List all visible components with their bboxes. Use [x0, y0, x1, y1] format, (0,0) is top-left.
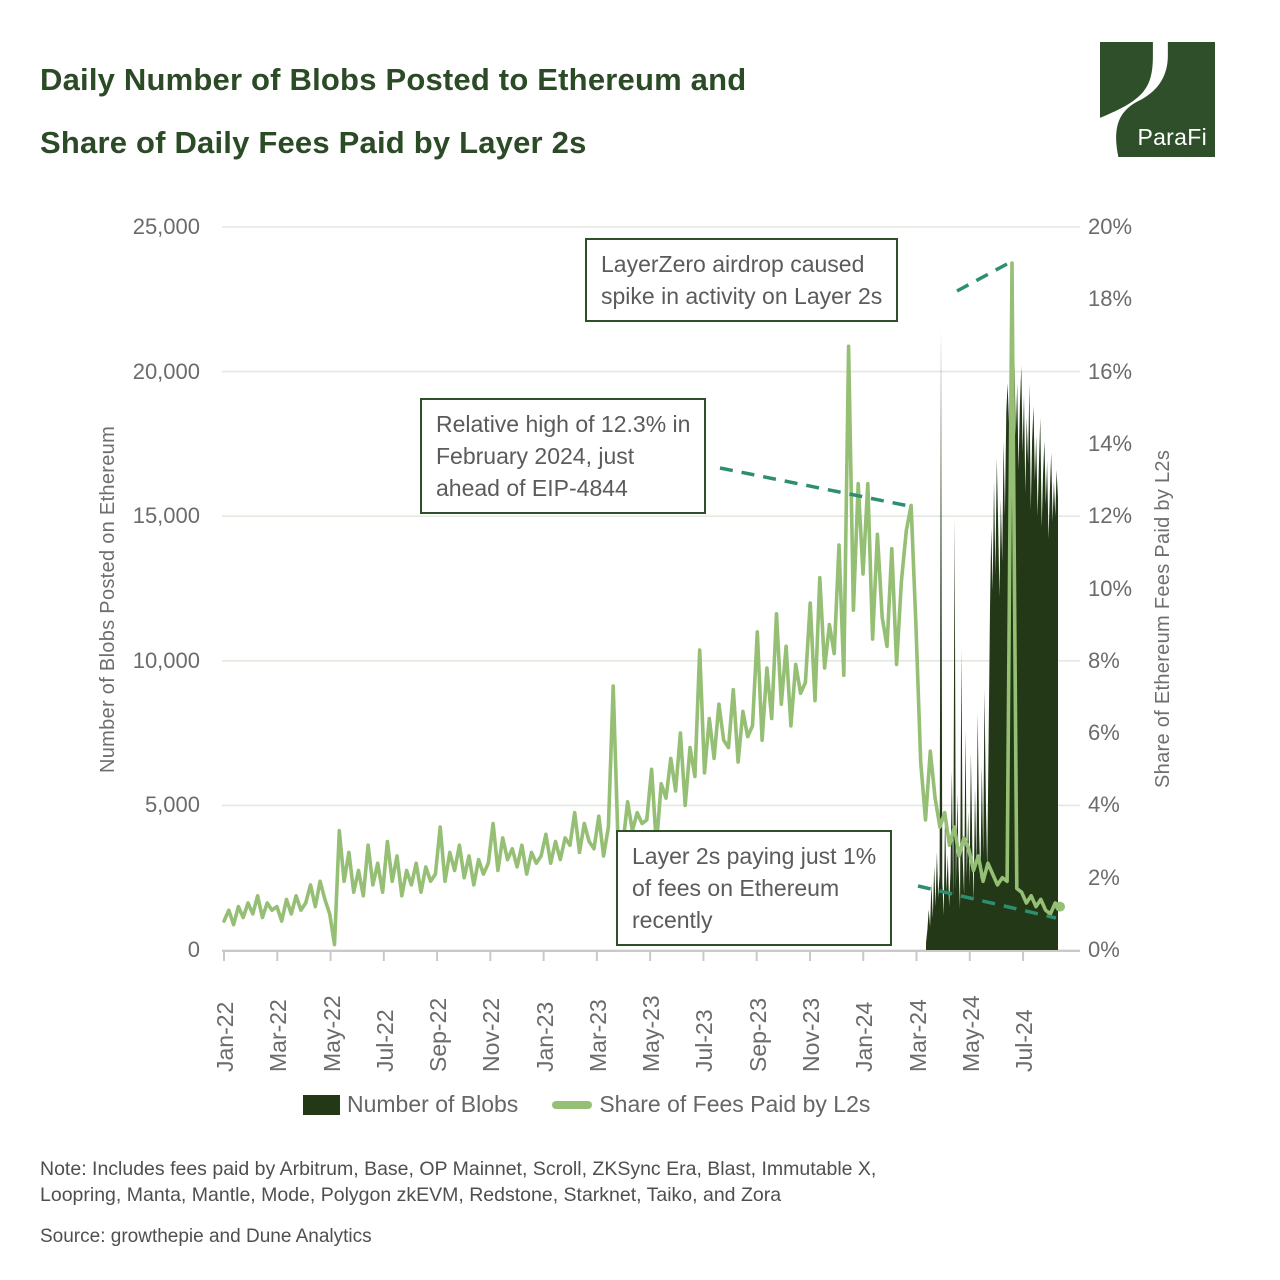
right-axis-tick-label: 4% [1088, 792, 1120, 818]
footnote-line2: Loopring, Manta, Mantle, Mode, Polygon z… [40, 1184, 782, 1206]
page-title-line1: Daily Number of Blobs Posted to Ethereum… [40, 62, 747, 97]
x-axis-tick-label: May-24 [957, 995, 984, 1072]
x-axis-tick-label: Jul-24 [1011, 1009, 1038, 1072]
parafi-logo: ParaFi [1100, 42, 1215, 157]
left-axis-tick-label: 25,000 [132, 214, 200, 239]
parafi-logo-icon [1100, 42, 1215, 157]
x-axis-tick-label: Mar-24 [904, 999, 931, 1072]
legend-label: Share of Fees Paid by L2s [599, 1091, 871, 1117]
right-axis-tick-label: 0% [1088, 937, 1120, 962]
right-axis-tick-label: 12% [1088, 503, 1133, 529]
annotation-relative-high: Relative high of 12.3% in February 2024, … [420, 398, 707, 514]
right-axis-tick-label: 6% [1088, 720, 1120, 746]
annotation-text-line: of fees on Ethereum [632, 875, 840, 901]
annotation-text-line: recently [632, 907, 713, 933]
annotation-text-line: spike in activity on Layer 2s [601, 283, 883, 309]
x-axis-tick-label: Jan-24 [851, 1001, 878, 1072]
x-axis-tick-label: Jul-23 [691, 1009, 718, 1072]
annotation-connector [719, 466, 910, 508]
left-axis-title: Number of Blobs Posted on Ethereum [97, 425, 119, 773]
x-axis-tick-label: Mar-23 [584, 999, 611, 1072]
x-axis-tick-label: Jul-22 [371, 1009, 398, 1072]
footnote: Note: Includes fees paid by Arbitrum, Ba… [40, 1156, 876, 1208]
page-title-line2: Share of Daily Fees Paid by Layer 2s [40, 125, 587, 160]
annotation-text-line: February 2024, just [436, 443, 635, 469]
annotation-connector [917, 884, 1057, 920]
right-axis-tick-label: 8% [1088, 647, 1120, 673]
right-axis-title: Share of Ethereum Fees Paid by L2s [1152, 449, 1174, 788]
footnote-line1: Note: Includes fees paid by Arbitrum, Ba… [40, 1158, 877, 1180]
left-axis-tick-label: 5,000 [144, 792, 200, 818]
x-axis-tick-label: Sep-22 [425, 997, 452, 1072]
series-number-of-blobs [926, 328, 1058, 950]
x-axis-tick-label: Sep-23 [744, 997, 771, 1072]
legend-label: Number of Blobs [347, 1091, 519, 1117]
annotation-text-line: Layer 2s paying just 1% [632, 843, 877, 869]
left-axis-tick-label: 20,000 [132, 358, 200, 384]
right-axis-tick-label: 14% [1088, 430, 1133, 456]
left-axis-tick-label: 10,000 [132, 647, 200, 673]
right-axis-tick-label: 16% [1088, 358, 1133, 384]
right-axis-tick-label: 10% [1088, 575, 1133, 601]
left-axis-tick-label: 0 [187, 937, 200, 962]
series-fees-endpoint [1055, 901, 1065, 912]
x-axis-tick-label: Jan-23 [531, 1001, 558, 1072]
x-axis-tick-label: May-22 [318, 995, 345, 1072]
x-axis-tick-label: Nov-22 [478, 997, 505, 1072]
page-title: Daily Number of Blobs Posted to Ethereum… [40, 48, 746, 174]
x-axis-tick-label: Mar-22 [265, 999, 292, 1072]
annotation-one-percent: Layer 2s paying just 1% of fees on Ethere… [616, 830, 893, 946]
chart-legend: Number of Blobs Share of Fees Paid by L2s [303, 1091, 870, 1118]
annotation-connector [956, 262, 1008, 293]
legend-swatch-blobs [303, 1094, 340, 1115]
legend-swatch-fees-line [552, 1100, 593, 1109]
legend-item: Number of Blobs [303, 1091, 518, 1118]
annotation-text-line: LayerZero airdrop caused [601, 251, 865, 277]
parafi-logo-text: ParaFi [1137, 124, 1207, 150]
x-axis-tick-label: Nov-23 [797, 997, 824, 1072]
series-fees-line [222, 261, 1062, 947]
annotation-layerzero: LayerZero airdrop caused spike in activit… [585, 238, 899, 322]
annotation-text-line: Relative high of 12.3% in [436, 411, 691, 437]
x-axis-tick-label: Jan-22 [212, 1001, 238, 1072]
right-axis-tick-label: 20% [1088, 214, 1133, 239]
source-credit: Source: growthepie and Dune Analytics [40, 1226, 372, 1247]
left-axis-tick-label: 15,000 [132, 503, 200, 529]
right-axis-tick-label: 2% [1088, 864, 1120, 890]
right-axis-tick-label: 18% [1088, 286, 1133, 312]
legend-item: Share of Fees Paid by L2s [552, 1091, 870, 1118]
x-axis-tick-label: May-23 [638, 995, 665, 1072]
annotation-text-line: ahead of EIP-4844 [436, 475, 628, 501]
